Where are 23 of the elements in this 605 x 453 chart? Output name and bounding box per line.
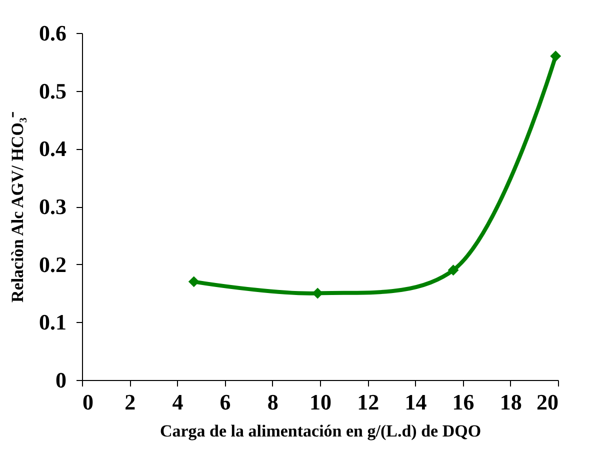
- y-tick-label: 0.1: [39, 310, 66, 335]
- y-tick-label: 0.3: [39, 194, 66, 219]
- x-tick-label: 4: [172, 390, 184, 414]
- point: [448, 264, 459, 276]
- x-tick-label: 10: [310, 390, 332, 414]
- x-tick-label: 16: [452, 390, 474, 414]
- x-tick-label: 6: [220, 390, 231, 414]
- x-tick-label: 18: [500, 390, 522, 414]
- y-tick-label: 0: [56, 368, 66, 392]
- y-tick-label: 0.2: [39, 252, 66, 277]
- x-tick-label: 20: [536, 390, 558, 414]
- y-tick-label: 0.4: [39, 136, 66, 162]
- x-tick-label: 8: [267, 390, 278, 414]
- x-tick-label: 0: [82, 390, 94, 414]
- x-axis-title: Carga de la alimentación en g/(L.d) de DQO: [160, 422, 482, 440]
- y-axis-title: Relaciòn Alc AGV/ HCO₃⁻: [8, 111, 27, 303]
- y-tick-label: 0.6: [39, 20, 66, 46]
- x-tick-label: 14: [404, 390, 427, 414]
- x-tick-label: 12: [357, 390, 380, 414]
- point: [550, 50, 562, 62]
- point: [188, 276, 200, 288]
- y-tick-label: 0.5: [39, 78, 66, 104]
- x-tick-label: 2: [124, 390, 136, 414]
